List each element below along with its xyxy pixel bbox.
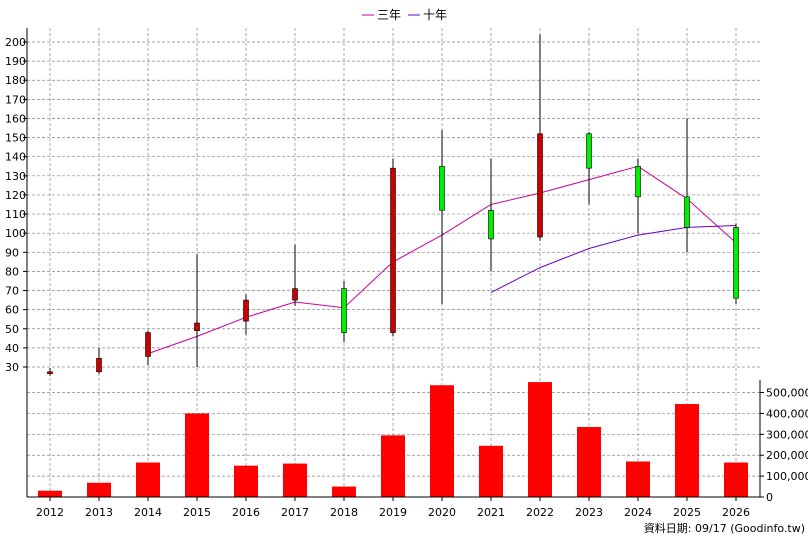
volume-bar (479, 445, 503, 497)
candle-body (586, 133, 592, 169)
x-tick-label: 2012 (36, 506, 64, 519)
volume-tick-label: 200,000 (766, 449, 808, 462)
candle (145, 330, 151, 366)
price-tick-label: 110 (5, 208, 26, 221)
x-tick-label: 2016 (232, 506, 260, 519)
volume-bar (185, 413, 209, 497)
price-tick-label: 30 (5, 361, 19, 374)
x-tick-label: 2015 (183, 506, 211, 519)
source-label: 資料日期: 09/17 (Goodinfo.tw) (644, 521, 805, 535)
candle-body (439, 165, 445, 211)
price-tick-label: 150 (5, 132, 26, 145)
candle-body (292, 288, 298, 301)
candle (537, 34, 543, 241)
price-tick-label: 180 (5, 74, 26, 87)
volume-bar (381, 435, 405, 497)
volume-bar (332, 486, 356, 497)
candle-body (390, 167, 396, 333)
candle (733, 223, 739, 304)
price-tick-label: 120 (5, 189, 26, 202)
price-tick-label: 160 (5, 112, 26, 125)
volume-bar (283, 463, 307, 497)
x-tick-label: 2018 (330, 506, 358, 519)
volume-bar (38, 490, 62, 497)
price-tick-label: 170 (5, 93, 26, 106)
volume-bar (430, 385, 454, 497)
x-tick-label: 2024 (624, 506, 652, 519)
price-tick-label: 50 (5, 323, 19, 336)
candle (488, 158, 494, 272)
x-tick-label: 2020 (428, 506, 456, 519)
price-tick-label: 100 (5, 227, 26, 240)
price-tick-label: 80 (5, 265, 19, 278)
volume-tick-label: 100,000 (766, 470, 808, 483)
volume-bar (87, 482, 111, 497)
volume-bar (626, 461, 650, 497)
candle (439, 129, 445, 304)
candle (47, 367, 53, 376)
candle-body (194, 322, 200, 331)
volume-tick-label: 0 (766, 491, 773, 504)
price-tick-label: 140 (5, 151, 26, 164)
ma-line-十年 (490, 225, 737, 293)
candle-body (488, 209, 494, 240)
x-tick-label: 2019 (379, 506, 407, 519)
volume-bar (675, 404, 699, 497)
volume-bars (38, 382, 748, 497)
price-tick-label: 200 (5, 36, 26, 49)
price-tick-label: 40 (5, 342, 19, 355)
price-tick-label: 130 (5, 170, 26, 183)
candle-body (684, 196, 690, 228)
volume-bar (724, 462, 748, 497)
candle (341, 280, 347, 343)
volume-bar (577, 427, 601, 497)
price-tick-label: 60 (5, 304, 19, 317)
candle (194, 254, 200, 367)
legend-label-three-year: 三年 (377, 8, 401, 22)
candle-body (96, 358, 102, 373)
price-axis-ticks: 30 40 50 60 70 80 90 100 110 120 130 140 150 160 170 18… (5, 36, 27, 374)
price-tick-label: 90 (5, 246, 19, 259)
candle-body (243, 299, 249, 322)
candle-body (47, 371, 53, 374)
x-tick-label: 2013 (85, 506, 113, 519)
legend: 三年 十年 (362, 8, 447, 22)
volume-tick-label: 300,000 (766, 428, 808, 441)
volume-axis-ticks: 0 100,000 200,000 300,000 400,000 500,000 (760, 387, 808, 504)
price-tick-label: 190 (5, 55, 26, 68)
candle-body (635, 165, 641, 198)
x-tick-label: 2014 (134, 506, 162, 519)
candle (243, 294, 249, 335)
volume-tick-label: 400,000 (766, 407, 808, 420)
x-tick-label: 2025 (673, 506, 701, 519)
candle-body (145, 332, 151, 357)
x-axis-ticks: 2012 2013 2014 2015 2016 2017 2018 2019 2020 2021… (36, 497, 750, 519)
x-tick-label: 2026 (722, 506, 750, 519)
candle (96, 347, 102, 374)
candlesticks (47, 34, 739, 376)
candle (586, 131, 592, 205)
x-tick-label: 2023 (575, 506, 603, 519)
volume-bar (136, 462, 160, 497)
candle (390, 158, 396, 337)
candle-body (341, 288, 347, 333)
legend-label-ten-year: 十年 (423, 8, 447, 22)
volume-bar (234, 465, 258, 497)
x-tick-label: 2017 (281, 506, 309, 519)
volume-bar (528, 382, 552, 497)
price-tick-label: 70 (5, 285, 19, 298)
volume-tick-label: 500,000 (766, 387, 808, 400)
candle-body (537, 133, 543, 238)
candle-body (733, 227, 739, 299)
x-tick-label: 2022 (526, 506, 554, 519)
candle (292, 244, 298, 306)
candle (635, 158, 641, 234)
x-tick-label: 2021 (477, 506, 505, 519)
candle (684, 118, 690, 253)
